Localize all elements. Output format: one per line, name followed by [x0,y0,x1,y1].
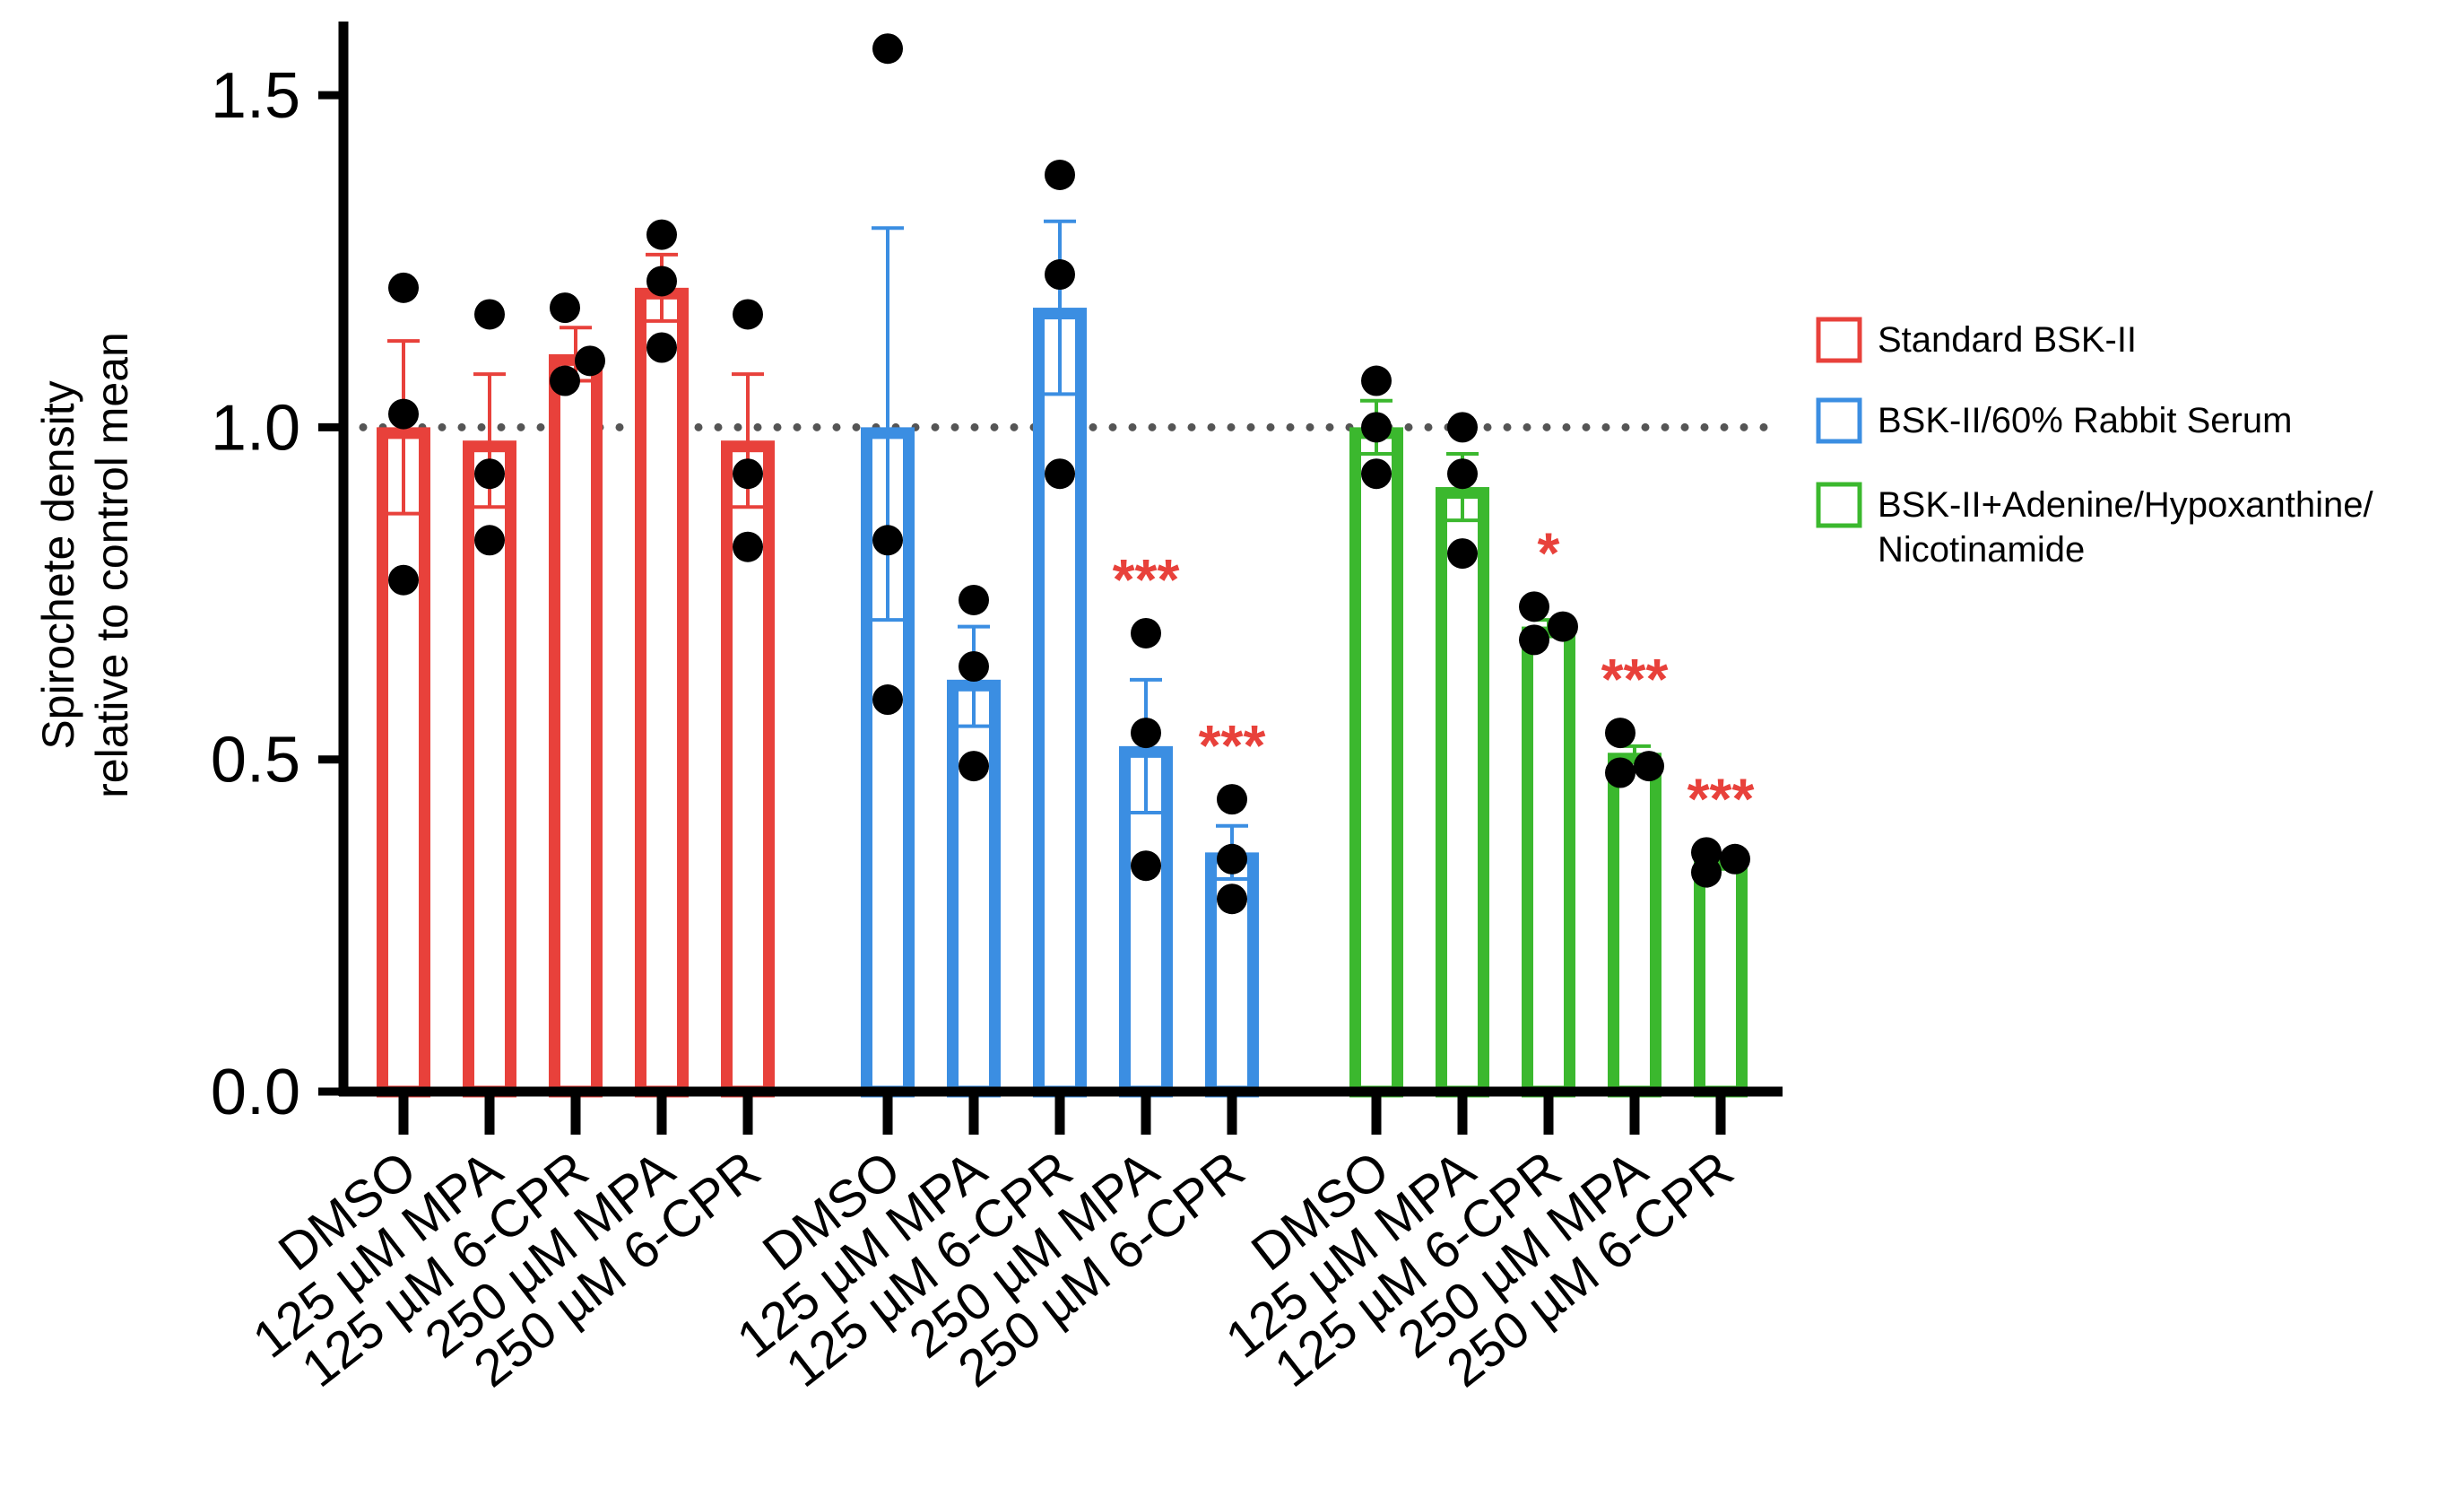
data-point-3-3-2 [1519,624,1549,656]
data-point-2-2-1 [959,584,989,615]
y-tick-label-1: 0.0 [211,1057,300,1128]
y-tick-label-2: 0.5 [211,725,300,796]
data-point-2-5-1 [1217,784,1247,815]
bar-1-4 [635,287,689,1098]
legend-swatch-1 [1816,317,1862,363]
legend-label-3-line-1: BSK-II+Adenine/Hypoxanthine/ [1878,485,2373,525]
bar-2-3 [1033,308,1087,1098]
data-point-3-1-1 [1361,365,1392,396]
data-point-1-3-3 [575,345,605,377]
data-point-2-3-3 [1045,458,1075,490]
data-point-3-4-2 [1605,757,1635,788]
significance-label-3-4: *** [1601,647,1669,711]
data-point-3-5-2 [1691,837,1722,868]
data-point-2-1-3 [872,684,903,716]
bar-1-1 [377,427,430,1098]
legend-label-3-line-2: Nicotinamide [1878,530,2085,570]
y-tick-label-3: 1.0 [211,392,300,464]
data-point-3-2-2 [1447,458,1478,490]
data-point-1-4-3 [646,332,677,363]
data-point-3-1-2 [1361,412,1392,443]
data-point-2-5-3 [1217,883,1247,915]
data-point-2-2-3 [959,751,989,782]
data-point-2-2-2 [959,651,989,682]
data-point-2-1-1 [872,33,903,65]
bar-3-3 [1522,626,1575,1098]
data-point-1-1-3 [388,564,419,596]
data-point-2-4-3 [1131,850,1161,882]
legend-label-2: BSK-II/60% Rabbit Serum [1878,401,2292,440]
data-point-3-5-3 [1720,843,1750,875]
legend: Standard BSK-II BSK-II/60% Rabbit Serum BS… [1816,317,2373,570]
data-point-1-1-2 [388,398,419,430]
data-point-1-3-2 [550,365,580,396]
bar-3-1 [1349,427,1403,1098]
data-point-1-3-1 [550,292,580,324]
data-point-3-3-1 [1519,591,1549,622]
significance-label-3-5: *** [1687,766,1755,831]
data-point-2-5-2 [1217,843,1247,875]
data-point-1-5-2 [733,458,763,490]
data-point-2-3-1 [1045,159,1075,190]
data-point-1-4-2 [646,265,677,297]
data-point-1-4-1 [646,219,677,250]
y-axis-label: Spirochete density relative to control m… [33,332,137,798]
data-point-2-4-1 [1131,617,1161,648]
bar-2-2 [947,679,1001,1098]
data-point-1-1-1 [388,272,419,303]
data-point-3-4-3 [1634,751,1664,782]
data-point-3-2-1 [1447,412,1478,443]
bar-3-4 [1608,753,1661,1098]
y-axis-label-line-2: relative to control mean [87,332,137,798]
data-point-3-4-1 [1605,718,1635,749]
y-tick-label-4: 1.5 [211,60,300,132]
bar-3-2 [1436,487,1489,1098]
legend-swatch-2 [1816,397,1862,444]
data-point-2-3-2 [1045,259,1075,291]
data-point-2-4-2 [1131,718,1161,749]
data-point-3-3-3 [1548,611,1578,642]
data-point-1-2-1 [474,299,505,330]
data-point-3-1-3 [1361,458,1392,490]
significance-label-2-5: *** [1199,713,1266,778]
legend-swatch-3 [1816,482,1862,528]
series-1 [377,219,775,1098]
data-point-1-2-3 [474,525,505,556]
significance-label-3-3: * [1538,520,1560,585]
series-2: *** *** [861,33,1266,1098]
data-point-1-5-3 [733,531,763,562]
legend-label-1: Standard BSK-II [1878,320,2137,360]
y-axis-label-line-1: Spirochete density [33,380,83,749]
bar-3-5 [1694,858,1748,1098]
series-3: ******* [1349,365,1755,1098]
significance-label-2-4: *** [1113,547,1180,612]
data-point-1-2-2 [474,458,505,490]
bar-1-3 [549,353,603,1098]
data-point-1-5-1 [733,299,763,330]
bars-layer: ************* [377,33,1755,1098]
data-point-2-1-2 [872,525,903,556]
data-point-3-2-3 [1447,538,1478,570]
